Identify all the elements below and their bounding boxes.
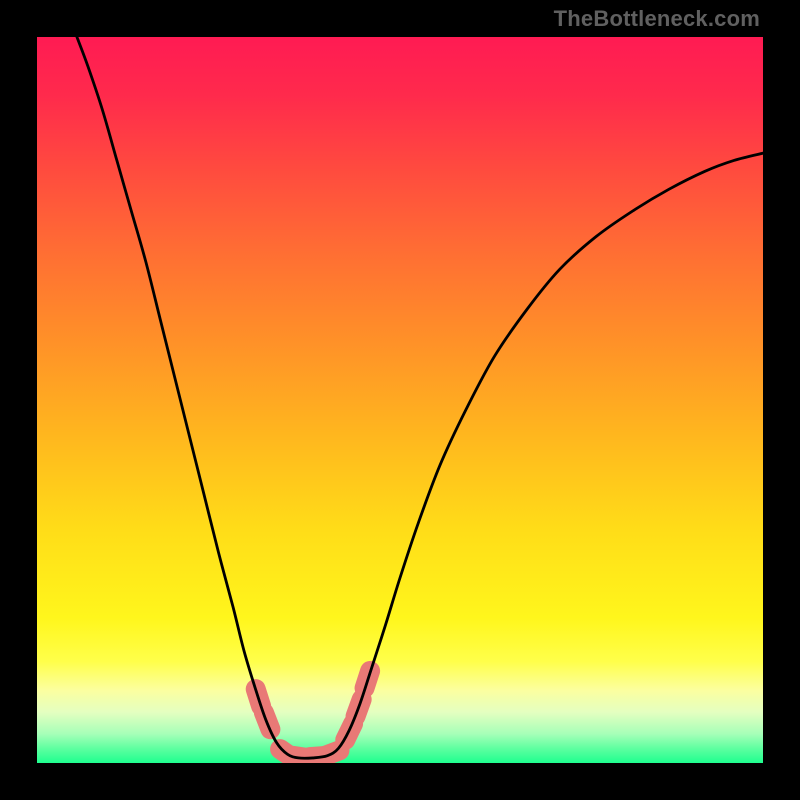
plot-area	[37, 37, 763, 763]
chart-frame: TheBottleneck.com	[0, 0, 800, 800]
chart-svg	[37, 37, 763, 763]
background-gradient	[37, 37, 763, 763]
watermark-text: TheBottleneck.com	[554, 6, 760, 32]
